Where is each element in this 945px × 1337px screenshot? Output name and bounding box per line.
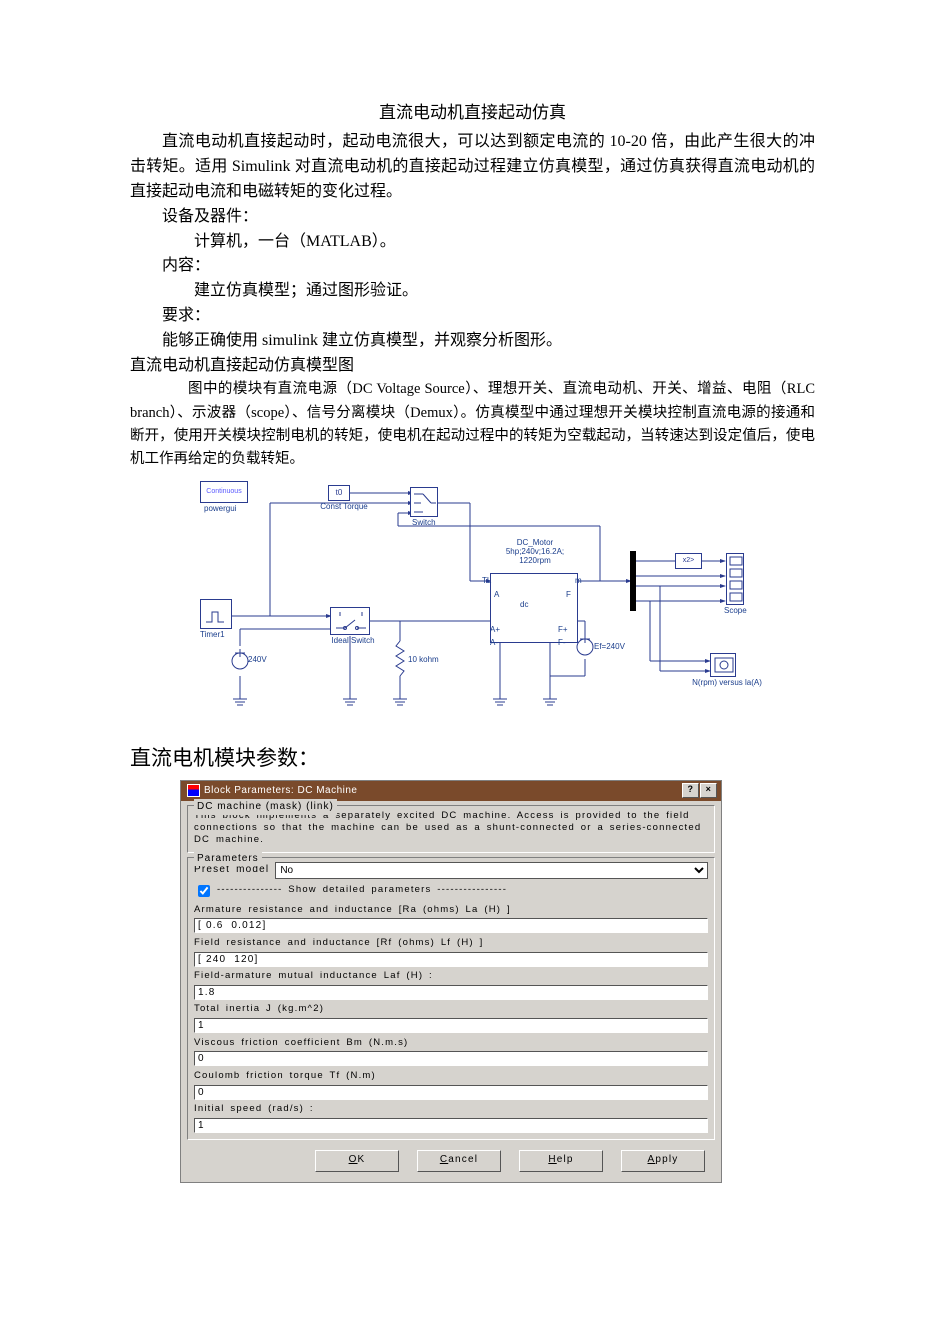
cancel-button[interactable]: Cancel (417, 1150, 501, 1172)
param-field-1: Field resistance and inductance [Rf (ohm… (194, 936, 708, 967)
label-powergui: powergui (204, 505, 236, 514)
label-ideal-switch: Ideal Switch (328, 637, 378, 646)
param-input-6[interactable] (194, 1118, 708, 1133)
port-f-minus: F- (558, 639, 566, 648)
paragraph-intro: 直流电动机直接起动时，起动电流很大，可以达到额定电流的 10-20 倍，由此产生… (130, 130, 815, 204)
label-timer: Timer1 (200, 631, 225, 640)
label-const-torque: Const Torque (316, 503, 372, 512)
port-f-plus: F+ (558, 626, 568, 635)
param-label-2: Field-armature mutual inductance Laf (H)… (194, 969, 708, 984)
paragraph-equipment: 计算机，一台（MATLAB）。 (130, 230, 815, 255)
param-input-5[interactable] (194, 1085, 708, 1100)
simulink-diagram: Continuous powergui t0 Const Torque Swit… (180, 481, 815, 731)
param-input-2[interactable] (194, 985, 708, 1000)
block-timer (200, 599, 232, 629)
show-detailed-checkbox[interactable] (198, 885, 210, 897)
paragraph-req-h: 要求： (130, 304, 815, 329)
preset-model-select[interactable]: No (275, 862, 708, 879)
paragraph-content: 建立仿真模型；通过图形验证。 (130, 279, 815, 304)
simulink-icon (187, 784, 200, 797)
port-a: A (494, 591, 499, 600)
page-title: 直流电动机直接起动仿真 (130, 100, 815, 126)
parameters-label: Parameters (194, 851, 262, 867)
param-input-0[interactable] (194, 918, 708, 933)
label-dc-motor: DC_Motor 5hp;240v;16.2A; 1220rpm (490, 539, 580, 565)
paragraph-model-h: 直流电动机直接起动仿真模型图 (130, 354, 815, 379)
label-rlc: 10 kohm (408, 656, 439, 665)
block-demux (630, 551, 636, 611)
port-dc: dc (520, 601, 528, 610)
dialog-titlebar: Block Parameters: DC Machine ? × (181, 781, 721, 802)
paragraph-req: 能够正确使用 simulink 建立仿真模型，并观察分析图形。 (130, 329, 815, 354)
port-f: F (566, 591, 571, 600)
dialog-title: Block Parameters: DC Machine (204, 783, 358, 799)
block-t0: t0 (328, 485, 350, 501)
port-a-minus: A- (490, 639, 498, 648)
label-switch: Switch (412, 519, 436, 528)
mask-description-box: DC machine (mask) (link) This block impl… (187, 805, 715, 853)
close-icon[interactable]: × (700, 783, 717, 798)
param-field-2: Field-armature mutual inductance Laf (H)… (194, 969, 708, 1000)
block-powergui: Continuous (200, 481, 248, 503)
param-field-6: Initial speed (rad/s) : (194, 1102, 708, 1133)
port-m: m (575, 577, 582, 586)
label-ef: Ef=240V (594, 643, 625, 652)
dialog-button-row: OK Cancel Help Apply (187, 1144, 715, 1176)
param-label-6: Initial speed (rad/s) : (194, 1102, 708, 1117)
mask-description: This block implements a separately excit… (194, 810, 708, 846)
block-gain: x2> (675, 553, 702, 569)
param-label-4: Viscous friction coefficient Bm (N.m.s) (194, 1036, 708, 1051)
dialog-dc-machine: Block Parameters: DC Machine ? × DC mach… (180, 780, 815, 1184)
param-label-1: Field resistance and inductance [Rf (ohm… (194, 936, 708, 951)
label-scope: Scope (724, 607, 747, 616)
paragraph-model-desc: 图中的模块有直流电源（DC Voltage Source）、理想开关、直流电动机… (130, 378, 815, 471)
block-scope (726, 553, 744, 605)
param-label-5: Coulomb friction torque Tf (N.m) (194, 1069, 708, 1084)
param-label-0: Armature resistance and inductance [Ra (… (194, 903, 708, 918)
parameters-box: Parameters Preset model No -------------… (187, 857, 715, 1141)
label-240v: 240V (248, 656, 267, 665)
show-detailed-label: --------------- Show detailed parameters… (217, 883, 507, 898)
port-a-plus: A+ (490, 626, 500, 635)
param-label-3: Total inertia J (kg.m^2) (194, 1002, 708, 1017)
ok-button[interactable]: OK (315, 1150, 399, 1172)
block-switch (410, 487, 438, 517)
param-input-3[interactable] (194, 1018, 708, 1033)
help-button-icon[interactable]: ? (682, 783, 699, 798)
param-input-1[interactable] (194, 952, 708, 967)
param-field-3: Total inertia J (kg.m^2) (194, 1002, 708, 1033)
paragraph-equipment-h: 设备及器件： (130, 205, 815, 230)
param-input-4[interactable] (194, 1051, 708, 1066)
label-xy-graph: N(rpm) versus la(A) (682, 679, 772, 688)
mask-label: DC machine (mask) (link) (194, 799, 337, 815)
block-ideal-switch (330, 607, 370, 635)
port-tl: TL (482, 577, 491, 586)
param-field-5: Coulomb friction torque Tf (N.m) (194, 1069, 708, 1100)
document-page: 直流电动机直接起动仿真 直流电动机直接起动时，起动电流很大，可以达到额定电流的 … (0, 0, 945, 1243)
block-xy-graph (710, 653, 736, 677)
paragraph-content-h: 内容： (130, 254, 815, 279)
param-field-0: Armature resistance and inductance [Ra (… (194, 903, 708, 934)
param-field-4: Viscous friction coefficient Bm (N.m.s) (194, 1036, 708, 1067)
help-button[interactable]: Help (519, 1150, 603, 1172)
apply-button[interactable]: Apply (621, 1150, 705, 1172)
diagram-wires (180, 481, 760, 731)
section-dc-params: 直流电机模块参数： (130, 743, 815, 776)
